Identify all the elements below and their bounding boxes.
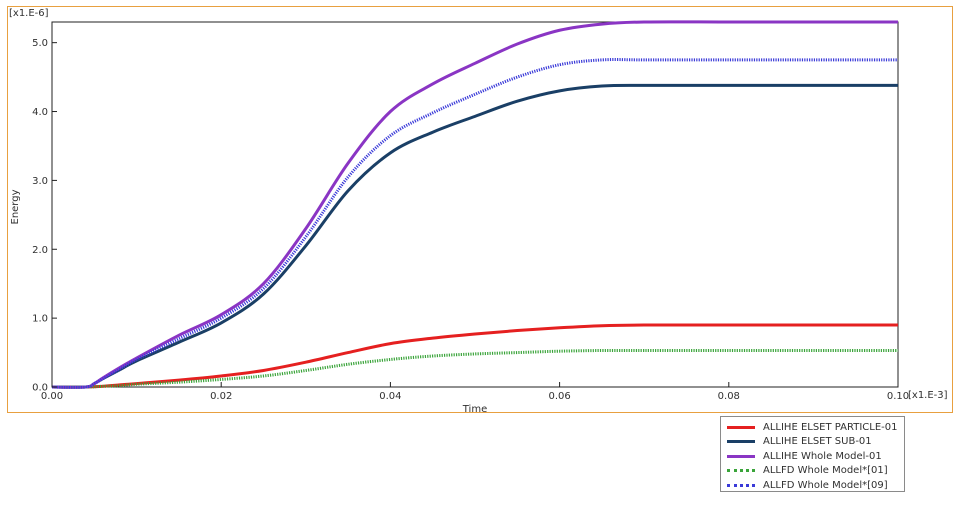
legend-label: ALLIHE ELSET SUB-01: [763, 436, 872, 448]
series-line-5: [51, 58, 898, 389]
legend-item: ALLIHE ELSET SUB-01: [727, 435, 898, 450]
y-axis-label: Energy: [10, 189, 21, 224]
y-tick-label: 4.0: [32, 107, 48, 118]
x-tick-label: 0.08: [718, 391, 740, 402]
axis-layer: 0.00 0.02 0.04 0.06 0.08 0.10 0.0 1.0 2.0 3.0 4.0 5…: [32, 38, 909, 402]
legend-item: ALLFD Whole Model*[01]: [727, 464, 898, 479]
legend-item: ALLFD Whole Model*[09]: [727, 478, 898, 493]
x-axis-label: Time: [462, 404, 487, 412]
legend-label: ALLFD Whole Model*[01]: [763, 465, 888, 477]
y-tick-label: 0.0: [32, 383, 48, 394]
energy-time-chart: 0.00 0.02 0.04 0.06 0.08 0.10 0.0 1.0 2.0 3.0 4.0 5…: [9, 8, 948, 412]
series-line-4: [51, 348, 898, 389]
plot-area: [51, 21, 899, 388]
legend-label: ALLFD Whole Model*[09]: [763, 479, 888, 491]
legend-swatch: [727, 425, 755, 429]
x-tick-label: 0.04: [379, 391, 401, 402]
y-tick-label: 3.0: [32, 176, 48, 187]
y-tick-label: 5.0: [32, 38, 48, 49]
legend-swatch: [727, 469, 755, 473]
series-line-3: [51, 20, 898, 389]
legend-item: ALLIHE ELSET PARTICLE-01: [727, 420, 898, 435]
legend-swatch: [727, 483, 755, 487]
legend-label: ALLIHE Whole Model-01: [763, 450, 882, 462]
x-tick-label: 0.00: [41, 391, 63, 402]
legend: ALLIHE ELSET PARTICLE-01 ALLIHE ELSET SUB…: [720, 416, 905, 492]
legend-swatch: [727, 440, 755, 444]
y-multiplier-label: [x1.E-6]: [9, 8, 49, 19]
x-tick-label: 0.06: [548, 391, 570, 402]
legend-swatch: [727, 454, 755, 458]
y-tick-label: 1.0: [32, 314, 48, 325]
chart-frame: 0.00 0.02 0.04 0.06 0.08 0.10 0.0 1.0 2.0 3.0 4.0 5…: [7, 6, 953, 413]
legend-item: ALLIHE Whole Model-01: [727, 449, 898, 464]
legend-label: ALLIHE ELSET PARTICLE-01: [763, 421, 898, 433]
x-tick-label: 0.10: [887, 391, 909, 402]
series-layer: [51, 20, 898, 389]
x-multiplier-label: [x1.E-3]: [908, 390, 948, 401]
x-tick-label: 0.02: [210, 391, 232, 402]
series-line-2: [51, 83, 898, 389]
y-tick-label: 2.0: [32, 245, 48, 256]
